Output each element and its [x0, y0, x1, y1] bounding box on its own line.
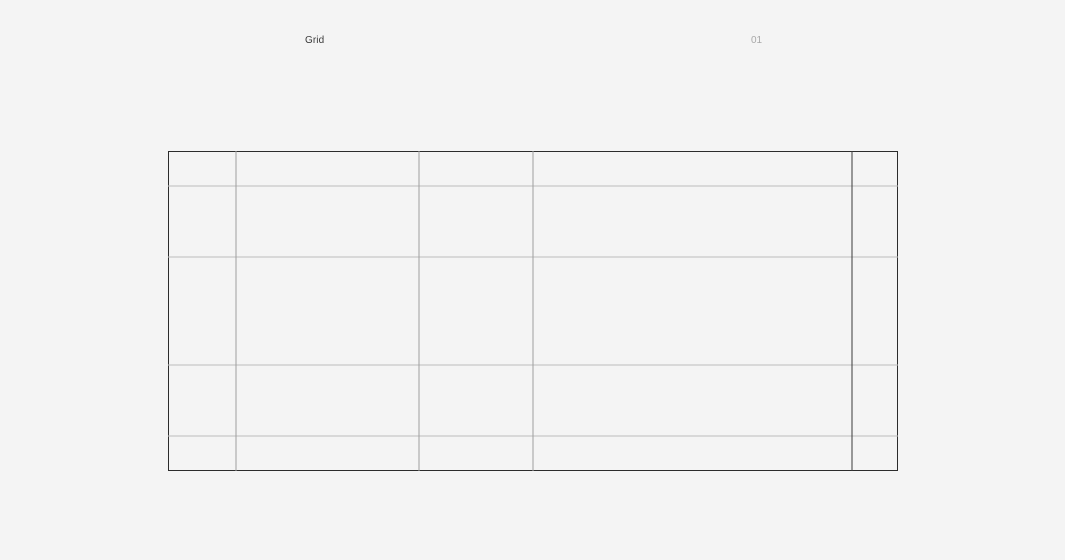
page-title: Grid — [305, 35, 325, 46]
page-number: 01 — [751, 35, 763, 46]
grid — [168, 151, 898, 471]
